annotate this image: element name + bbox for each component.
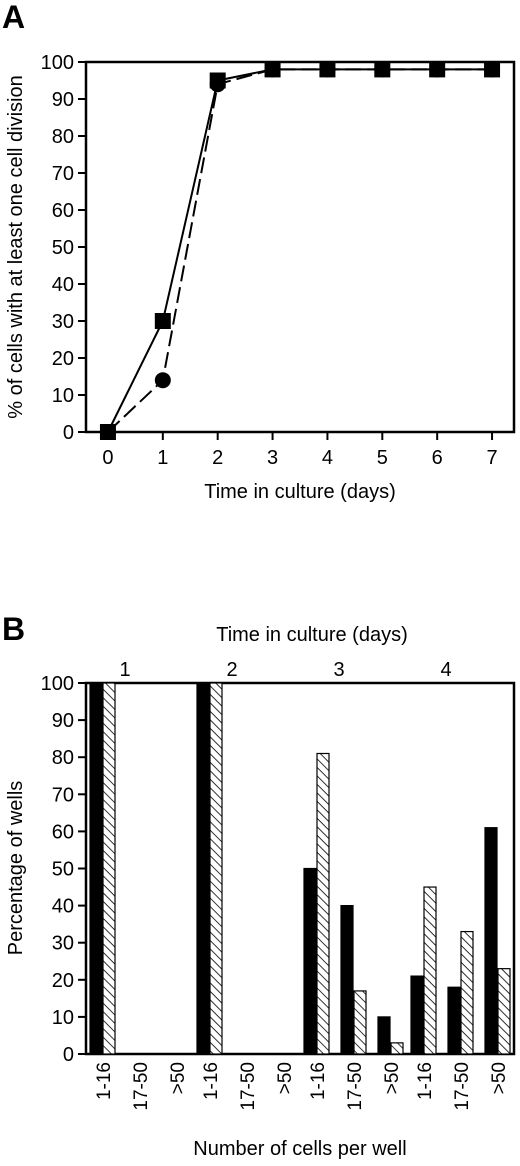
category-label: 1-16: [94, 1062, 115, 1100]
y-tick-label-a: 80: [52, 126, 74, 148]
group-label: 3: [333, 659, 344, 681]
series-line-2: [107, 68, 493, 433]
category-label: 17-50: [131, 1062, 152, 1111]
bar-hatched: [102, 682, 116, 1055]
y-tick-label-b: 70: [52, 784, 74, 806]
bar-hatched: [423, 886, 437, 1055]
category-labels-b: 1-16 17-50 >50 1-16 17-50 >50 1-16 17-50 >50 1-16…: [94, 1062, 510, 1111]
bar-solid: [340, 904, 354, 1055]
bar-solid: [484, 827, 498, 1055]
y-tick-label-b: 0: [63, 1044, 74, 1066]
bar-solid: [196, 682, 210, 1055]
category-label: 1-16: [308, 1062, 329, 1100]
group-label: 1: [119, 659, 130, 681]
category-label: >50: [275, 1062, 296, 1094]
y-tick-label-b: 60: [52, 821, 74, 843]
x-tick-label-a: 5: [377, 447, 388, 469]
y-tick-label-a: 30: [52, 311, 74, 333]
x-tick-label-a: 1: [157, 447, 168, 469]
category-label: 1-16: [201, 1062, 222, 1100]
category-label: 17-50: [345, 1062, 366, 1111]
y-tick-label-b: 80: [52, 747, 74, 769]
series-lines-a: [107, 68, 493, 433]
y-axis-label-b: Percentage of wells: [5, 781, 27, 956]
x-axis-ticks-a: 0 1 2 3 4 5 6 7: [102, 432, 498, 469]
bar-solid: [447, 986, 461, 1055]
y-tick-label-b: 10: [52, 1007, 74, 1029]
y-tick-label-a: 20: [52, 348, 74, 370]
y-tick-label-b: 100: [41, 673, 74, 695]
x-axis-label-a: Time in culture (days): [204, 481, 396, 503]
circle-marker: [209, 76, 226, 93]
y-tick-label-a: 0: [63, 422, 74, 444]
group-label: 4: [440, 659, 451, 681]
panel-b: B Time in culture (days) 1 2 3 4 0 10 20 30 40 5…: [2, 611, 516, 1160]
category-label: 1-16: [415, 1062, 436, 1100]
x-tick-label-a: 2: [212, 447, 223, 469]
bar-solid: [410, 975, 424, 1055]
y-axis-ticks-a: 0 10 20 30 40 50 60 70 80 90 100: [41, 52, 86, 444]
y-tick-label-a: 50: [52, 237, 74, 259]
circle-marker: [319, 61, 336, 78]
y-tick-label-a: 60: [52, 200, 74, 222]
panel-a: A 0 10 20 30 40 50 60 70 80 90 100 0 1 2 3 4 5 6 7 Time i…: [2, 0, 516, 503]
bars-b: [89, 682, 511, 1055]
bar-hatched: [460, 930, 474, 1055]
circle-marker: [154, 372, 171, 389]
group-label: 2: [226, 659, 237, 681]
bar-solid: [377, 1016, 391, 1055]
category-label: 17-50: [452, 1062, 473, 1111]
x-tick-label-a: 6: [432, 447, 443, 469]
x-tick-label-a: 7: [486, 447, 497, 469]
bar-solid: [303, 867, 317, 1055]
x-tick-label-a: 3: [267, 447, 278, 469]
circle-marker: [374, 61, 391, 78]
circle-marker: [99, 424, 116, 440]
bar-hatched: [209, 682, 223, 1055]
circle-marker: [264, 61, 281, 78]
series-markers-a: [99, 61, 501, 440]
x-tick-label-a: 0: [102, 447, 113, 469]
y-axis-label-a: % of cells with at least one cell divisi…: [5, 75, 27, 419]
y-tick-label-b: 20: [52, 970, 74, 992]
category-label: >50: [382, 1062, 403, 1094]
y-tick-label-a: 10: [52, 385, 74, 407]
square-marker: [154, 313, 171, 329]
group-labels-b: 1 2 3 4: [119, 659, 451, 681]
x-tick-label-a: 4: [322, 447, 333, 469]
circle-marker: [484, 61, 501, 78]
panel-label-a: A: [2, 0, 25, 35]
y-tick-label-a: 70: [52, 163, 74, 185]
y-axis-ticks-b: 0 10 20 30 40 50 60 70 80 90 100: [41, 673, 86, 1066]
bar-solid: [89, 682, 103, 1055]
bar-hatched: [497, 968, 511, 1055]
x-axis-label-b: Number of cells per well: [193, 1138, 406, 1160]
bar-hatched: [316, 752, 330, 1055]
y-tick-label-a: 90: [52, 89, 74, 111]
series-line-1: [107, 68, 493, 433]
plot-frame-a: [84, 60, 516, 434]
y-tick-label-b: 90: [52, 710, 74, 732]
top-axis-label-b: Time in culture (days): [216, 624, 408, 646]
y-tick-label-b: 30: [52, 933, 74, 955]
circle-marker: [429, 61, 446, 78]
category-label: 17-50: [238, 1062, 259, 1111]
panel-label-b: B: [2, 611, 25, 647]
y-tick-label-b: 40: [52, 896, 74, 918]
category-label: >50: [489, 1062, 510, 1094]
y-tick-label-a: 40: [52, 274, 74, 296]
category-label: >50: [168, 1062, 189, 1094]
y-tick-label-b: 50: [52, 859, 74, 881]
y-tick-label-a: 100: [41, 52, 74, 74]
bar-hatched: [390, 1042, 404, 1055]
bar-hatched: [353, 990, 367, 1055]
